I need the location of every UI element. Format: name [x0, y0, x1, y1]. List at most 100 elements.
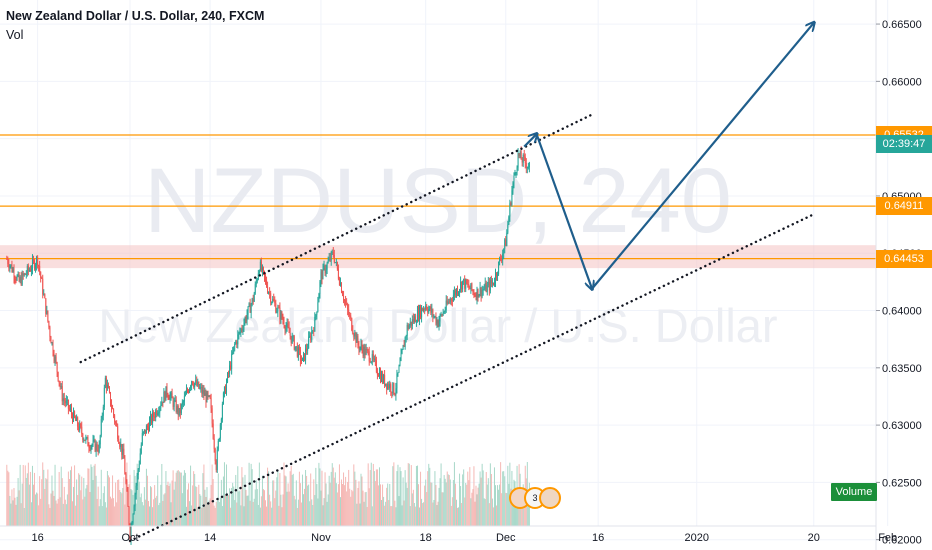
price-tag-countdown[interactable]: 02:39:47 [876, 135, 932, 154]
candle-body [118, 439, 120, 444]
candle-body [449, 298, 451, 302]
candle-body [465, 279, 467, 289]
volume-bar [211, 464, 213, 526]
nz-flag-event-icon[interactable] [539, 487, 561, 509]
volume-bar [278, 505, 280, 526]
volume-bar [102, 493, 104, 526]
candle-body [398, 365, 400, 373]
candle-body [513, 175, 515, 184]
candle-body [353, 333, 355, 337]
support-zone[interactable] [0, 245, 876, 269]
candle-body [309, 335, 311, 337]
volume-bar [248, 462, 250, 526]
candle-body [53, 354, 55, 361]
candle-body [15, 279, 17, 281]
volume-bar [131, 490, 133, 526]
candle-body [310, 335, 312, 340]
volume-bar [135, 503, 137, 526]
volume-bar [508, 483, 510, 526]
volume-bar [91, 466, 93, 526]
candle-body [484, 283, 486, 289]
volume-bar [46, 479, 48, 526]
candle-body [170, 392, 172, 396]
candle-body [157, 413, 159, 415]
volume-bar [133, 469, 135, 526]
volume-bar [521, 493, 523, 526]
volume-bar [68, 479, 70, 526]
candle-body [425, 305, 427, 309]
volume-bar [235, 474, 237, 526]
volume-bar [407, 463, 409, 526]
candle-body [233, 346, 235, 353]
volume-bar [224, 494, 226, 526]
candle-body [428, 309, 430, 313]
candle-body [240, 328, 242, 333]
candle-body [296, 346, 298, 357]
volume-bar [368, 488, 370, 526]
price-tag-level-3[interactable]: 0.64453 [876, 249, 932, 268]
candle-body [189, 388, 191, 393]
candle-body [93, 440, 95, 442]
volume-bar [136, 463, 138, 526]
candle-body [280, 312, 282, 320]
candle-body [249, 303, 251, 313]
volume-bar [53, 495, 55, 526]
volume-bar [287, 483, 289, 526]
candle-body [454, 290, 456, 295]
time-tick-label: Oct [121, 532, 138, 544]
candle-body [6, 258, 8, 260]
candle-body [321, 272, 323, 280]
projection-arrow [523, 134, 536, 148]
volume-bar [209, 498, 211, 526]
volume-bar [492, 507, 494, 526]
candle-body [158, 412, 160, 414]
price-tick-label: 0.63500 [882, 363, 922, 375]
volume-bar [304, 488, 306, 526]
events-group[interactable]: 3 [509, 487, 561, 517]
candle-body [61, 386, 63, 402]
volume-bar [328, 475, 330, 526]
volume-bar [175, 472, 177, 526]
volume-bar [159, 502, 161, 526]
candle-body [394, 393, 396, 396]
candle-body [390, 384, 392, 392]
candle-body [213, 438, 215, 449]
candle-body [498, 261, 500, 275]
volume-bar [346, 491, 348, 526]
volume-bar [121, 493, 123, 526]
volume-bar [491, 498, 493, 526]
volume-bar [360, 473, 362, 526]
candle-body [206, 392, 208, 403]
candle-body [70, 408, 72, 415]
price-tick-label: 0.62500 [882, 477, 922, 489]
volume-indicator-label[interactable]: Vol [6, 28, 24, 42]
price-tick-label: 0.66000 [882, 76, 922, 88]
volume-bar [78, 473, 80, 526]
volume-bar [254, 489, 256, 526]
volume-bar [338, 464, 340, 526]
volume-bar [315, 467, 317, 526]
price-tag-level-2[interactable]: 0.64911 [876, 197, 932, 216]
candle-body [299, 350, 301, 361]
volume-bar [76, 479, 78, 526]
candle-body [83, 439, 85, 441]
candle-body [197, 381, 199, 386]
volume-bar [384, 505, 386, 526]
candle-body [416, 310, 418, 323]
symbol-title[interactable]: New Zealand Dollar / U.S. Dollar, 240, F… [6, 9, 265, 23]
volume-badge[interactable]: Volume [831, 483, 877, 501]
candle-body [130, 525, 132, 540]
volume-bar [527, 501, 529, 526]
candle-body [415, 322, 417, 324]
volume-bar [17, 478, 19, 526]
volume-bar [281, 507, 283, 526]
candle-body [204, 393, 206, 396]
time-axis[interactable]: 16 Oct 14 Nov 18 Dec 16 2020 20 Feb [31, 532, 897, 544]
volume-bar [180, 472, 182, 526]
time-tick-label: 14 [204, 532, 216, 544]
candle-body [155, 410, 157, 418]
volume-bar [183, 470, 185, 526]
volume-bar [185, 506, 187, 526]
